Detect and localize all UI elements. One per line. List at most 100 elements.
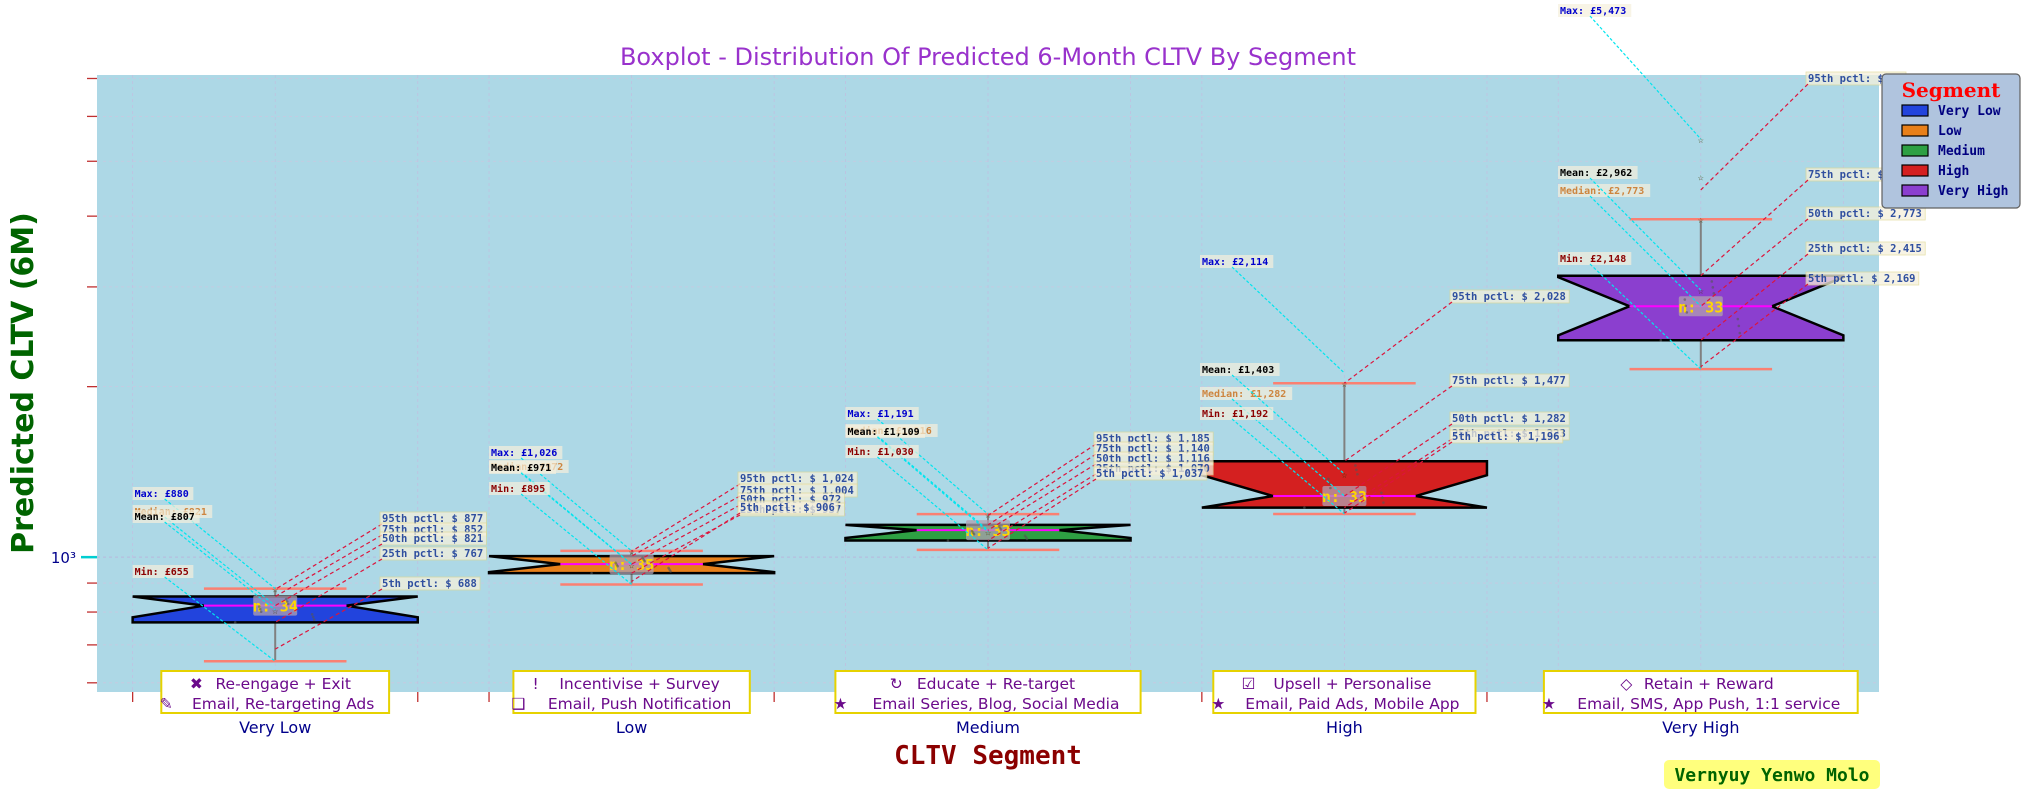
chart-title: Boxplot - Distribution Of Predicted 6-Mo… — [620, 43, 1356, 71]
pct-leader-line — [1700, 218, 1809, 307]
stat-leader-line — [520, 472, 632, 565]
stat-label-bg — [489, 461, 557, 474]
megaphone-icon: ✎ — [160, 695, 173, 713]
pct-label-p50: 50th pctl: $ 1,282 — [1452, 413, 1566, 425]
x-icon: ✖ — [190, 675, 203, 693]
max-marker: ☆ — [985, 510, 991, 521]
data-point — [284, 597, 288, 601]
pct-label-bg — [1805, 271, 1920, 286]
stat-leader-line — [877, 418, 989, 515]
pct-label-p75: 75th pctl: $ 3, — [1808, 169, 1903, 181]
strategy-box — [1212, 670, 1477, 714]
stat-label-bg — [1200, 255, 1274, 268]
gift-icon: ❑ — [511, 695, 525, 713]
data-point — [997, 525, 1001, 528]
pct-leader-line — [1700, 179, 1809, 277]
data-point — [1023, 534, 1027, 538]
x-tick-label: Very High — [1662, 718, 1739, 737]
pct-label-p5: 5th pctl: $ 688 — [382, 578, 477, 590]
pct-leader-line — [987, 453, 1097, 526]
author-signature: Vernyuy Yenwo Molo — [1664, 760, 1880, 789]
stat-label-bg — [1558, 166, 1638, 179]
outlier-marker: ☆ — [1698, 172, 1704, 183]
strategy-title: Incentivise + Survey — [559, 675, 720, 693]
pct-label-p5: 5th pctl: $ 1,037 — [1096, 468, 1203, 480]
data-point — [1381, 496, 1384, 499]
stat-label-min: Min: £1,192 — [1202, 408, 1268, 420]
data-point — [1303, 506, 1306, 509]
stat-leader-line — [1231, 418, 1345, 515]
stat-label-max: Max: £880 — [135, 489, 189, 500]
pct-label-p95: 95th pctl: $ 1,024 — [740, 473, 854, 485]
strategy-channels: Email Series, Blog, Social Media — [872, 695, 1119, 713]
strategy-title: Retain + Reward — [1644, 675, 1774, 693]
strategy-title: Educate + Re-target — [917, 675, 1075, 693]
pct-label-bg — [1805, 206, 1926, 221]
legend-swatch — [1901, 144, 1929, 157]
stat-label-median: Median: £1,282 — [1202, 388, 1286, 400]
x-tick-label: Low — [616, 718, 648, 737]
stat-label-bg — [132, 487, 194, 500]
medal-icon: ★ — [833, 695, 847, 713]
strategy-channels: Email, Re-targeting Ads — [192, 695, 374, 713]
pct-label-bg — [379, 546, 487, 561]
pct-leader-line — [1344, 385, 1453, 462]
x-tick-label: Medium — [956, 718, 1020, 737]
stat-label-min: Min: £2,148 — [1560, 253, 1626, 265]
stat-label-bg — [845, 425, 926, 438]
data-point — [1327, 477, 1330, 481]
data-point — [1355, 468, 1358, 472]
stat-leader-line — [877, 456, 989, 551]
pct-label-p5: 5th pctl: $ 2,169 — [1808, 273, 1915, 285]
data-point — [946, 539, 950, 542]
strategy-channels: Email, Push Notification — [548, 695, 732, 713]
legend-title: Segment — [1902, 78, 2002, 102]
data-point — [1710, 280, 1714, 283]
legend-label: Very High — [1938, 184, 2008, 199]
stat-leader-line — [1231, 266, 1345, 374]
stat-leader-line — [1589, 195, 1702, 307]
stat-leader-line — [877, 436, 989, 533]
n-label: n: 33 — [1322, 488, 1367, 506]
legend-label: Medium — [1938, 144, 1985, 159]
stat-label-min: Min: £895 — [491, 483, 545, 495]
box-group: n: 33☆☆ — [844, 510, 1132, 552]
legend-label: High — [1938, 164, 1969, 179]
outlier-marker: ☆ — [1698, 135, 1704, 146]
pct-leader-line — [987, 443, 1097, 516]
pct-label-bg — [1093, 466, 1208, 481]
stat-label-bg — [132, 510, 200, 523]
signature-text: Vernyuy Yenwo Molo — [1674, 765, 1869, 786]
stat-label-min: Min: £1,030 — [847, 446, 913, 458]
stat-label-mean: Mean: £2,962 — [1560, 168, 1632, 179]
pct-label-p75: 75th pctl: $ 1,477 — [1452, 375, 1566, 387]
legend-swatch — [1901, 184, 1929, 197]
pct-leader-line — [1700, 283, 1809, 368]
legend-swatch — [1901, 104, 1929, 117]
signature-box — [1664, 760, 1880, 789]
y-axis: 10³ — [51, 77, 97, 684]
data-point — [1684, 304, 1688, 308]
stat-label-max: Max: £2,114 — [1202, 257, 1268, 268]
legend-label: Very Low — [1938, 104, 2001, 119]
strategy-box — [512, 670, 751, 714]
data-point — [1738, 331, 1742, 335]
strategy-title: Re-engage + Exit — [215, 675, 350, 693]
pct-leader-line — [631, 512, 741, 582]
legend: Segment Very Low Low Medium High Very High — [1881, 73, 2021, 209]
stat-leader-line — [520, 457, 632, 552]
medal-icon: ★ — [1542, 695, 1556, 713]
data-point — [1712, 292, 1716, 295]
pct-leader-line — [1344, 441, 1453, 514]
pct-label-p50: 50th pctl: $ 2,773 — [1808, 208, 1922, 220]
data-point — [285, 600, 289, 603]
diamond-icon: ◇ — [1620, 675, 1632, 693]
stat-leader-line — [520, 493, 632, 585]
data-point — [1683, 298, 1687, 301]
stat-label-min: Min: £655 — [135, 566, 189, 578]
stat-label-bg — [489, 482, 550, 495]
pct-leader-line — [987, 463, 1097, 531]
pct-label-p95: 95th pctl: $ 4, — [1808, 73, 1903, 85]
data-point — [1380, 491, 1383, 495]
stat-label-bg — [1558, 184, 1651, 197]
